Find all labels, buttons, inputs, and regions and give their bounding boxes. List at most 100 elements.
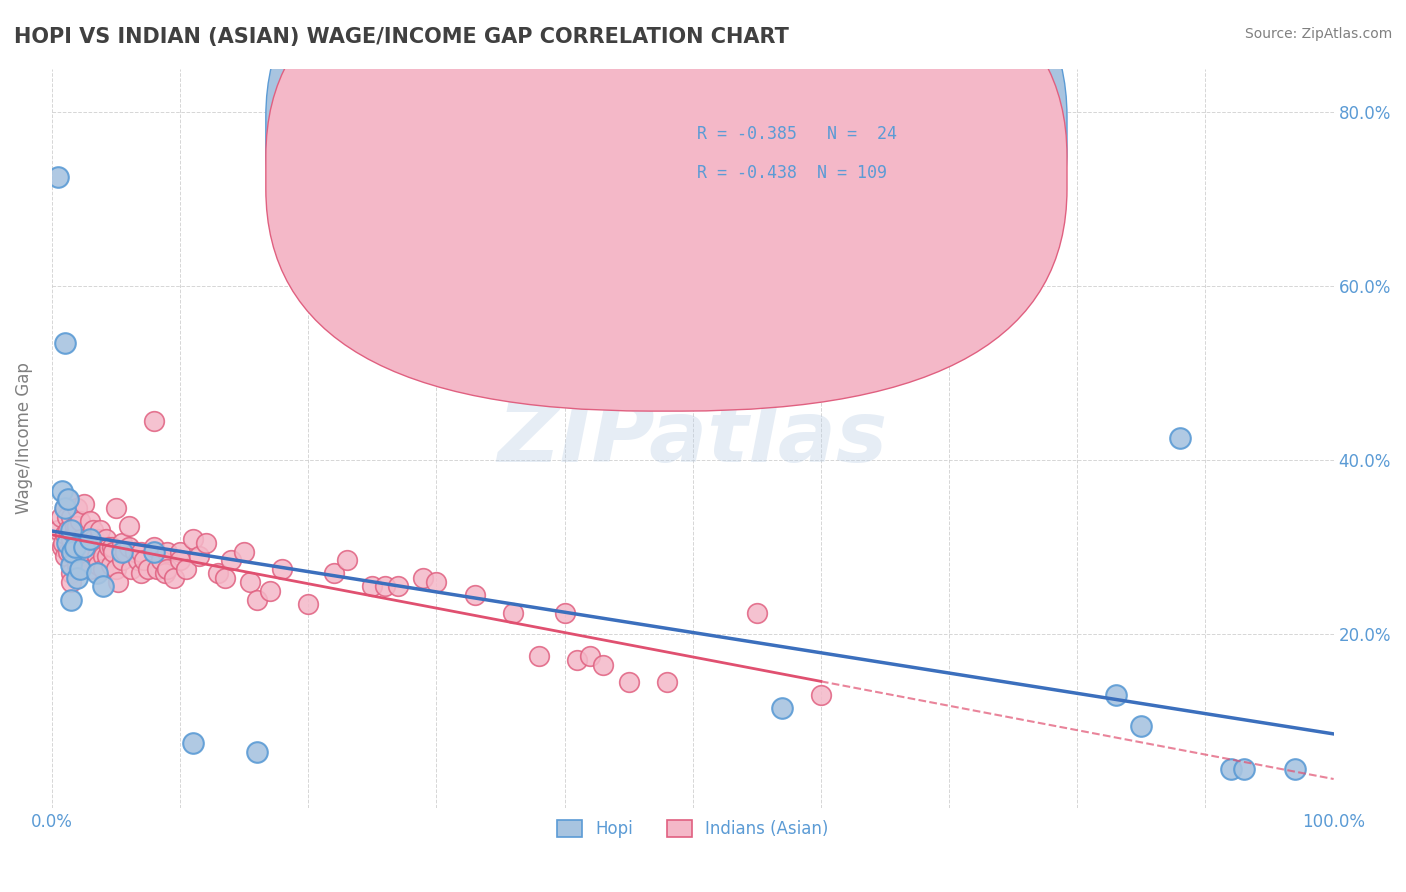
Point <box>65 527 87 541</box>
Point <box>127 553 149 567</box>
Point <box>259 583 281 598</box>
Point <box>56 536 79 550</box>
Point <box>132 553 155 567</box>
Point <box>810 688 832 702</box>
Point <box>89 532 111 546</box>
Point <box>59 523 82 537</box>
Point <box>655 675 678 690</box>
Point <box>46 523 69 537</box>
Point <box>118 541 141 555</box>
Point <box>114 544 136 558</box>
Point <box>770 701 793 715</box>
Point <box>63 541 86 555</box>
Point <box>82 523 104 537</box>
Point <box>79 549 101 563</box>
Point <box>83 532 105 546</box>
FancyBboxPatch shape <box>623 95 981 205</box>
Point <box>111 544 134 558</box>
Point <box>79 541 101 555</box>
Point <box>63 549 86 563</box>
Point <box>387 579 409 593</box>
Point <box>336 553 359 567</box>
Point <box>66 558 89 572</box>
Point <box>89 523 111 537</box>
Point <box>69 544 91 558</box>
Point <box>66 518 89 533</box>
Point <box>176 562 198 576</box>
Point <box>87 558 110 572</box>
Point <box>66 501 89 516</box>
Point <box>79 514 101 528</box>
Point <box>66 536 89 550</box>
Point <box>617 675 640 690</box>
Point <box>124 544 146 558</box>
Point <box>60 544 83 558</box>
Point <box>1130 719 1153 733</box>
Point <box>271 562 294 576</box>
Point <box>246 745 269 759</box>
Point <box>69 562 91 576</box>
Point <box>1168 432 1191 446</box>
Point <box>118 518 141 533</box>
Point <box>374 579 396 593</box>
Point <box>146 562 169 576</box>
Point <box>527 649 550 664</box>
Point <box>62 541 84 555</box>
Text: ZIPatlas: ZIPatlas <box>498 397 887 480</box>
Point <box>579 649 602 664</box>
Point <box>91 549 114 563</box>
Point <box>53 501 76 516</box>
Point <box>149 553 172 567</box>
Point <box>181 532 204 546</box>
Point <box>96 549 118 563</box>
Point <box>361 579 384 593</box>
Point <box>73 536 96 550</box>
Point <box>239 575 262 590</box>
Point <box>1105 688 1128 702</box>
Point <box>58 544 80 558</box>
Point <box>70 532 93 546</box>
Point <box>59 592 82 607</box>
Point <box>120 562 142 576</box>
Point <box>59 509 82 524</box>
Point <box>745 606 768 620</box>
Point <box>91 541 114 555</box>
Point <box>59 532 82 546</box>
Point <box>143 541 166 555</box>
Point <box>111 553 134 567</box>
Point <box>72 536 94 550</box>
Y-axis label: Wage/Income Gap: Wage/Income Gap <box>15 362 32 515</box>
Point <box>233 544 256 558</box>
Point <box>194 536 217 550</box>
Point <box>169 553 191 567</box>
Point <box>104 562 127 576</box>
Text: HOPI VS INDIAN (ASIAN) WAGE/INCOME GAP CORRELATION CHART: HOPI VS INDIAN (ASIAN) WAGE/INCOME GAP C… <box>14 27 789 46</box>
Point <box>59 558 82 572</box>
Point <box>567 653 589 667</box>
Point <box>66 541 89 555</box>
Point <box>73 497 96 511</box>
Point <box>188 549 211 563</box>
Point <box>86 549 108 563</box>
Point <box>49 509 72 524</box>
Point <box>69 514 91 528</box>
Point <box>59 544 82 558</box>
Point <box>156 544 179 558</box>
Point <box>58 523 80 537</box>
Point <box>76 541 98 555</box>
Point <box>136 562 159 576</box>
Point <box>103 544 125 558</box>
Text: Source: ZipAtlas.com: Source: ZipAtlas.com <box>1244 27 1392 41</box>
Point <box>86 566 108 581</box>
Point <box>107 575 129 590</box>
Point <box>1220 762 1243 776</box>
Legend: Hopi, Indians (Asian): Hopi, Indians (Asian) <box>551 813 835 845</box>
Point <box>153 566 176 581</box>
Text: R = -0.438  N = 109: R = -0.438 N = 109 <box>696 164 887 182</box>
Point <box>51 541 73 555</box>
Point <box>169 544 191 558</box>
Point <box>111 536 134 550</box>
Point <box>63 518 86 533</box>
Point <box>214 571 236 585</box>
Point <box>73 541 96 555</box>
